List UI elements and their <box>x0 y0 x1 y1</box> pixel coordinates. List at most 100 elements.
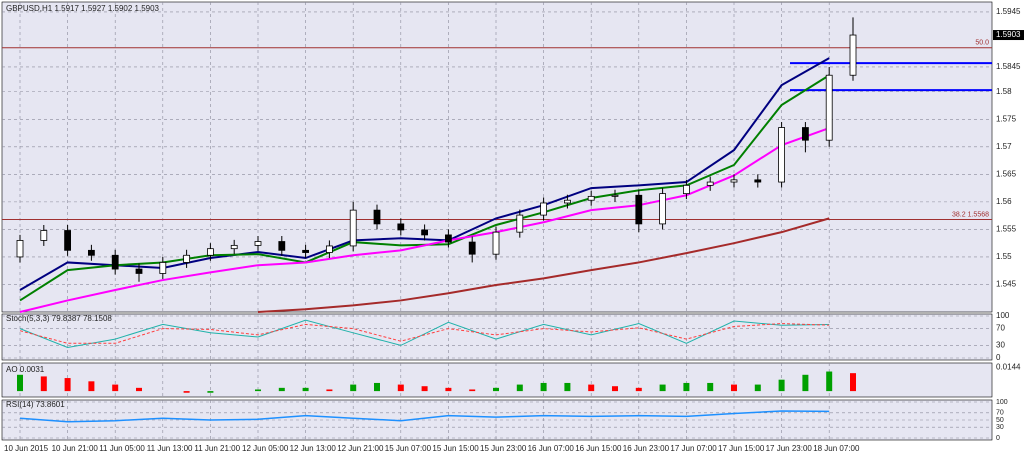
candle-body <box>254 241 262 246</box>
level-label: 38.2 1.5568 <box>952 211 989 218</box>
ao-bar <box>326 389 333 392</box>
candle-body <box>325 245 333 253</box>
x-tick-label: 11 Jun 05:00 <box>99 444 145 453</box>
candle-body <box>444 234 452 243</box>
x-tick-label: 15 Jun 07:00 <box>385 444 432 453</box>
y-tick-label: 0 <box>996 435 1000 442</box>
ma-line <box>257 217 830 313</box>
ao-bar <box>302 387 309 392</box>
y-tick-label: 1.56 <box>996 197 1012 206</box>
candle-body <box>492 231 500 255</box>
ao-bar <box>540 382 547 392</box>
y-tick-label: 0 <box>996 353 1001 362</box>
ao-bar <box>255 389 261 392</box>
ao-bar <box>707 382 714 392</box>
y-tick-label: 100 <box>996 311 1010 320</box>
ao-bar <box>802 374 809 392</box>
candle-body <box>111 254 119 270</box>
y-tick-label: 1.545 <box>996 280 1017 289</box>
y-tick-label: 1.5845 <box>996 62 1021 71</box>
panel-label: RSI(14) 73.8601 <box>6 400 65 409</box>
candle-body <box>683 184 690 195</box>
x-tick-label: 15 Jun 23:00 <box>480 444 527 453</box>
ao-bar <box>374 382 380 392</box>
x-tick-label: 16 Jun 07:00 <box>528 444 575 453</box>
ao-bar <box>493 387 499 392</box>
y-tick-label: 30 <box>996 424 1004 431</box>
candle-body <box>587 195 595 201</box>
x-tick-label: 18 Jun 07:00 <box>813 444 860 453</box>
y-tick-label: 1.58 <box>996 87 1012 96</box>
candle-body <box>373 209 381 225</box>
ao-bar <box>397 384 404 392</box>
ao-bar <box>112 384 119 392</box>
candle-body <box>421 229 429 236</box>
candle-body <box>706 181 714 186</box>
panel <box>1 362 993 398</box>
ao-bar <box>64 378 71 392</box>
candle-body <box>540 202 547 216</box>
x-tick-label: 17 Jun 23:00 <box>766 444 813 453</box>
ao-bar <box>183 391 190 393</box>
ao-bar <box>850 373 856 392</box>
y-tick-label: 1.575 <box>996 114 1017 123</box>
x-tick-label: 10 Jun 2015 <box>4 444 49 453</box>
ao-bar <box>136 387 142 392</box>
ao-bar <box>40 376 47 392</box>
price-label: 1.5903 <box>996 30 1021 39</box>
y-tick-label: 70 <box>996 324 1005 333</box>
candle-body <box>825 74 833 141</box>
ao-bar <box>17 374 23 392</box>
price-box <box>993 30 1024 41</box>
candle-body <box>302 249 310 253</box>
y-tick-label: 1.555 <box>996 225 1017 234</box>
candle-body <box>88 249 95 256</box>
candle-body <box>468 241 476 255</box>
y-tick-label: 0.0144 <box>996 363 1021 372</box>
x-tick-label: 16 Jun 15:00 <box>575 444 622 453</box>
ao-bar <box>207 391 214 393</box>
x-tick-label: 11 Jun 21:00 <box>194 444 240 453</box>
ao-bar <box>635 387 642 392</box>
ao-bar <box>469 389 476 392</box>
chart-title: GBPUSD,H1 1.5917 1.5927 1.5902 1.5903 <box>6 4 160 13</box>
candle-body <box>397 223 405 231</box>
candle-body <box>778 127 785 183</box>
y-tick-label: 30 <box>996 341 1005 350</box>
ao-bar <box>612 386 618 392</box>
ao-bar <box>350 384 357 392</box>
candle-body <box>516 214 524 233</box>
x-tick-label: 16 Jun 23:00 <box>623 444 670 453</box>
candle-body <box>611 194 619 197</box>
panel-label: Stoch(5,3,3) 79.8387 78.1508 <box>6 314 112 323</box>
candle-body <box>849 34 857 76</box>
candle-body <box>659 193 666 225</box>
level-label: 50.0 <box>975 40 989 47</box>
x-tick-label: 12 Jun 21:00 <box>337 444 384 453</box>
candle-body <box>754 179 762 183</box>
x-tick-label: 10 Jun 21:00 <box>52 444 99 453</box>
ao-bar <box>731 384 737 392</box>
panel-label: AO 0.0031 <box>6 365 45 374</box>
ao-bar <box>421 386 428 392</box>
ma-line <box>19 127 830 313</box>
x-tick-label: 11 Jun 13:00 <box>147 444 193 453</box>
candle-body <box>183 254 191 263</box>
rsi-line <box>19 410 830 423</box>
y-tick-label: 1.55 <box>996 252 1012 261</box>
stoch-main <box>19 319 830 349</box>
candle-body <box>349 209 357 247</box>
y-tick-label: 70 <box>996 410 1004 417</box>
candle-body <box>564 199 571 204</box>
candle-body <box>159 262 167 274</box>
panel <box>1 313 993 361</box>
y-tick-label: 1.565 <box>996 169 1017 178</box>
x-tick-label: 12 Jun 05:00 <box>242 444 289 453</box>
candle-body <box>802 127 809 141</box>
candle-body <box>16 240 24 258</box>
y-tick-label: 1.57 <box>996 142 1012 151</box>
candle-body <box>40 230 48 241</box>
ao-bar <box>445 387 452 392</box>
y-tick-label: 1.5945 <box>996 7 1021 16</box>
